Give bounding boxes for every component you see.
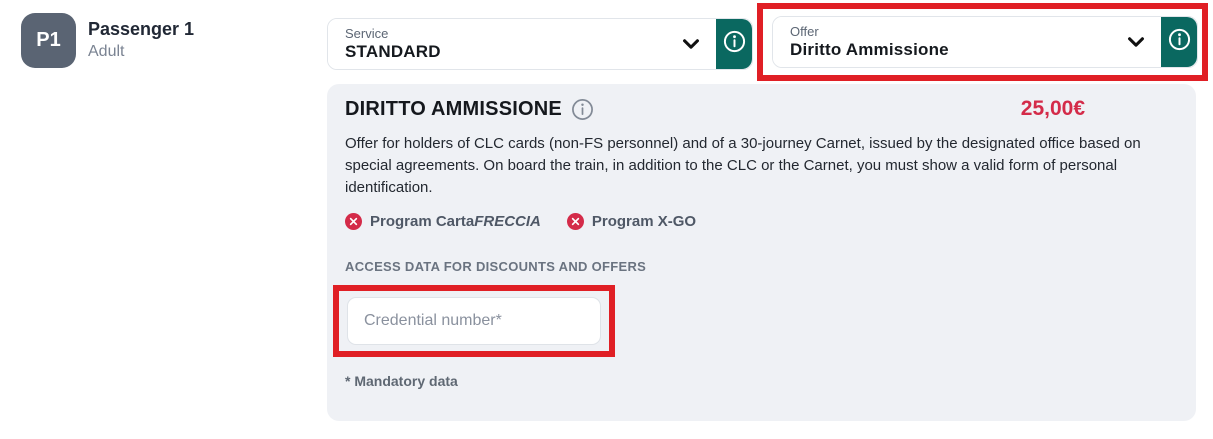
offer-dropdown-label: Offer xyxy=(790,24,819,39)
service-dropdown-value: STANDARD xyxy=(345,42,441,61)
offer-panel-header: DIRITTO AMMISSIONE 25,00€ xyxy=(345,97,1176,121)
info-icon xyxy=(722,29,747,59)
program-label: Program Carta xyxy=(370,213,475,230)
offer-dropdown-field[interactable]: Offer Diritto Ammissione xyxy=(773,17,1161,67)
access-data-heading: ACCESS DATA FOR DISCOUNTS AND OFFERS xyxy=(345,259,647,274)
offer-description: Offer for holders of CLC cards (non-FS p… xyxy=(345,135,1141,196)
offer-title-info-icon[interactable] xyxy=(571,98,594,121)
program-xgo-badge: Program X-GO xyxy=(566,213,697,230)
passenger-type: Adult xyxy=(88,43,125,60)
service-dropdown-label: Service xyxy=(345,26,389,41)
service-dropdown-field[interactable]: Service STANDARD xyxy=(328,19,716,69)
service-info-button[interactable] xyxy=(716,19,752,69)
info-icon xyxy=(1167,27,1192,57)
offer-detail-panel: DIRITTO AMMISSIONE 25,00€ Offer for hold… xyxy=(327,84,1196,421)
offer-annotation-highlight: Offer Diritto Ammissione xyxy=(757,3,1208,81)
passenger-badge: P1 xyxy=(21,13,76,68)
service-dropdown: Service STANDARD xyxy=(327,18,753,70)
passenger-name: Passenger 1 xyxy=(88,19,195,39)
offer-dropdown: Offer Diritto Ammissione xyxy=(772,16,1198,68)
program-label-italic: FRECCIA xyxy=(474,213,541,230)
offer-info-button[interactable] xyxy=(1161,17,1197,67)
offer-dropdown-value: Diritto Ammissione xyxy=(790,40,949,59)
mandatory-data-note: * Mandatory data xyxy=(345,373,458,389)
x-circle-icon xyxy=(566,213,584,230)
chevron-down-icon xyxy=(1125,31,1147,53)
chevron-down-icon xyxy=(680,33,702,55)
program-label: Program X-GO xyxy=(591,213,697,230)
credential-annotation-highlight xyxy=(333,285,615,357)
excluded-programs: Program CartaFRECCIA Program X-GO xyxy=(345,213,1176,230)
offer-title: DIRITTO AMMISSIONE xyxy=(345,97,562,120)
x-circle-icon xyxy=(345,213,362,230)
program-cartafreccia-badge: Program CartaFRECCIA xyxy=(345,213,541,230)
offer-price: 25,00€ xyxy=(1020,97,1085,120)
credential-number-input[interactable] xyxy=(347,297,601,345)
